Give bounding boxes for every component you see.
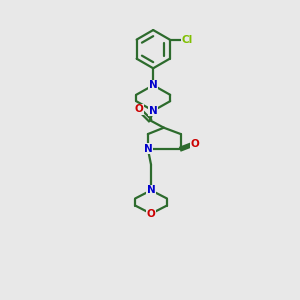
- Text: N: N: [149, 80, 158, 90]
- Text: N: N: [147, 185, 155, 195]
- Text: O: O: [135, 104, 143, 114]
- Text: N: N: [143, 144, 152, 154]
- Text: N: N: [149, 106, 158, 116]
- Text: Cl: Cl: [181, 34, 192, 45]
- Text: O: O: [147, 209, 155, 219]
- Text: O: O: [190, 139, 199, 148]
